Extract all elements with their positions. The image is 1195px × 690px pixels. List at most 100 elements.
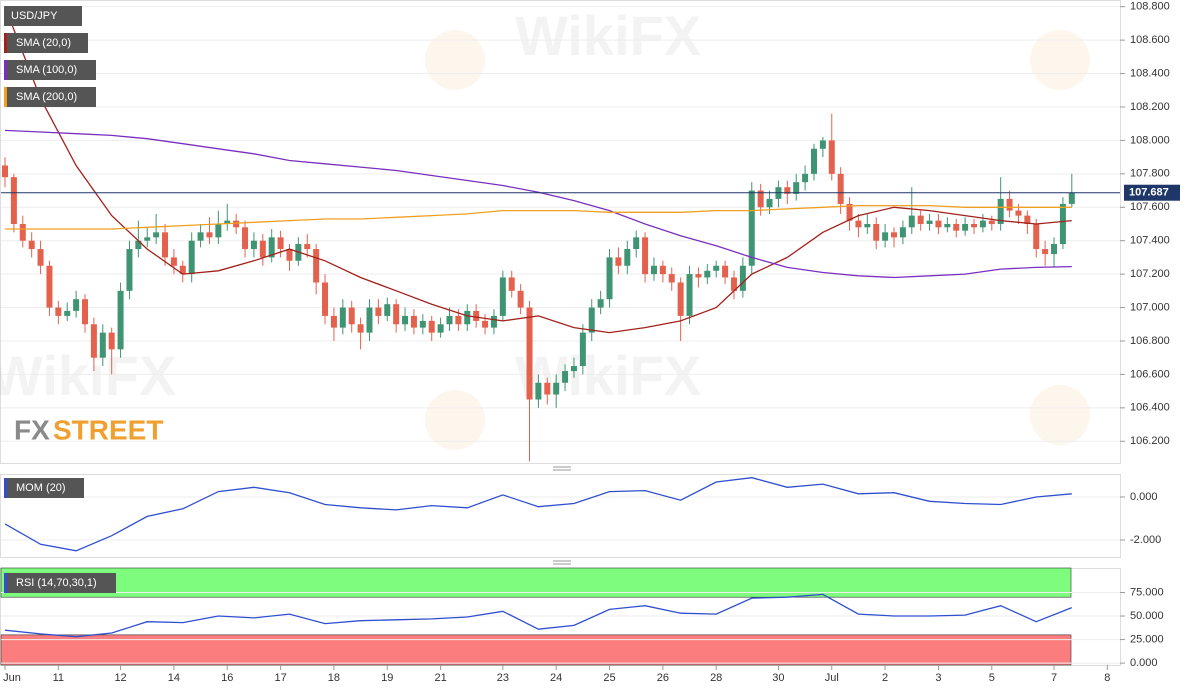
candle-body: [313, 249, 320, 283]
legend-box: [4, 6, 82, 26]
legend-swatch: [4, 33, 7, 53]
x-tick-label: 11: [53, 672, 64, 684]
candle-body: [979, 220, 986, 228]
y-tick-label: 107.800: [1130, 168, 1170, 180]
y-tick-label: 106.600: [1130, 368, 1170, 380]
candle-body: [153, 232, 160, 238]
candle-body: [686, 274, 693, 316]
candle-body: [988, 220, 995, 224]
candle-body: [188, 240, 195, 275]
candle-body: [659, 265, 666, 275]
candle-body: [1059, 203, 1066, 245]
watermark: WikiFX: [515, 344, 701, 407]
candle-body: [19, 223, 26, 241]
candle-body: [233, 220, 240, 228]
indicator-line: [4, 6, 1072, 334]
candle-body: [704, 270, 711, 278]
candle-body: [384, 304, 391, 316]
candle-body: [419, 320, 426, 328]
legend-box: [4, 87, 96, 107]
y-tick-label: 108.800: [1130, 1, 1170, 13]
candle-body: [739, 265, 746, 291]
candle-body: [650, 265, 657, 275]
last-price-box: [1124, 184, 1180, 201]
x-tick-label: 25: [603, 672, 615, 684]
candle-body: [117, 290, 124, 350]
candle-body: [971, 223, 978, 228]
candle-body: [482, 320, 489, 328]
watermark: WikiFX: [0, 344, 176, 407]
legend: USD/JPY SMA (20,0) SMA (100,0) SMA (200,…: [4, 6, 116, 593]
panel-handle[interactable]: [553, 466, 571, 471]
candle-body: [55, 307, 62, 316]
candle-body: [864, 223, 871, 228]
candle-body: [899, 227, 906, 238]
candle-body: [348, 307, 355, 325]
candle-body: [695, 274, 702, 278]
legend-label: RSI (14,70,30,1): [16, 577, 97, 589]
candle-body: [535, 382, 542, 400]
legend-title: USD/JPY: [11, 10, 58, 22]
y-tick-label: 106.200: [1130, 435, 1170, 447]
candle-body: [464, 310, 471, 325]
x-tick-label: 17: [274, 672, 286, 684]
x-tick-label: 28: [710, 672, 722, 684]
candle-body: [1068, 192, 1075, 204]
y-tick-label: 0.000: [1130, 491, 1158, 503]
candle-body: [90, 324, 97, 358]
candle-body: [713, 265, 720, 271]
candle-body: [570, 366, 577, 372]
panels: [0, 0, 1121, 666]
candle-body: [179, 265, 186, 275]
legend-swatch: [4, 573, 7, 593]
main-panel: [0, 0, 1121, 464]
x-tick-label: 5: [989, 672, 995, 684]
candle-body: [330, 315, 337, 328]
candle-body: [819, 140, 826, 149]
candle-body: [624, 249, 631, 266]
candle-body: [402, 315, 409, 325]
legend-box: [4, 573, 116, 593]
candle-body: [366, 307, 373, 333]
x-tick-label: 26: [657, 672, 669, 684]
indicator-line: [5, 204, 1072, 230]
candle-body: [882, 232, 889, 241]
candle-body: [668, 274, 675, 283]
candle-body: [170, 257, 177, 266]
candle-body: [126, 249, 133, 291]
indicator-line: [4, 477, 1072, 552]
y-tick-label: 107.600: [1130, 201, 1170, 213]
x-tick-label: 30: [772, 672, 784, 684]
candle-body: [144, 237, 151, 241]
y-tick-label: 75.000: [1130, 586, 1164, 598]
candle-body: [997, 198, 1004, 224]
panel-handle[interactable]: [553, 560, 571, 565]
candle-body: [10, 177, 17, 224]
last-price-label: 107.687: [1129, 187, 1169, 199]
candle-body: [473, 310, 480, 321]
y-tick-label: 108.400: [1130, 67, 1170, 79]
candle-body: [730, 277, 737, 291]
candle-body: [810, 148, 817, 174]
candle-body: [873, 223, 880, 241]
x-tick-label: 24: [550, 672, 562, 684]
candle-body: [1033, 223, 1040, 250]
candle-body: [553, 382, 560, 395]
candle-body: [855, 220, 862, 228]
logo: FX STREET: [14, 414, 163, 445]
candle-body: [215, 223, 222, 238]
candle-body: [891, 232, 897, 238]
candle-body: [499, 277, 506, 316]
legend-box: [4, 60, 96, 80]
candle-body: [304, 244, 311, 250]
candle-body: [917, 215, 924, 224]
candle-body: [490, 315, 497, 328]
candle-body: [28, 240, 35, 250]
logo-street: STREET: [53, 414, 163, 445]
candle-body: [846, 203, 853, 221]
legend-swatch: [4, 60, 7, 80]
candle-body: [784, 187, 791, 194]
candle-body: [108, 332, 115, 350]
candle-body: [37, 249, 44, 266]
